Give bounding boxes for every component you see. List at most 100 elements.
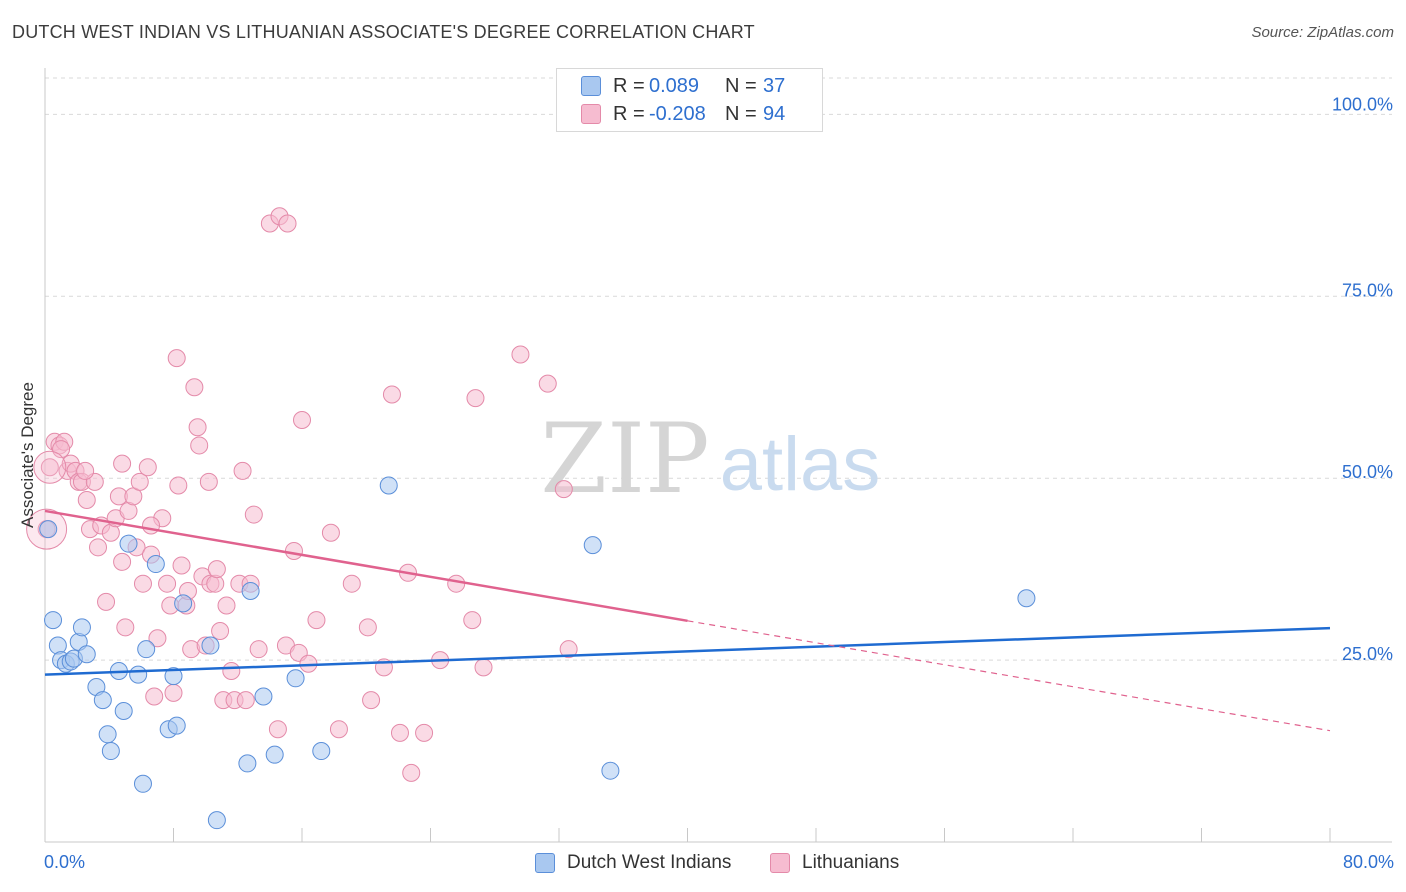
data-point (244, 505, 263, 524)
legend-item-lithuanians[interactable]: Lithuanians (770, 852, 899, 874)
grid-lines (45, 77, 1392, 661)
watermark: ZIP atlas (540, 403, 880, 515)
series-dutch-west-indians (39, 476, 1036, 830)
watermark-zip: ZIP (540, 403, 709, 515)
y-tick-label: 50.0% (1342, 462, 1393, 482)
data-point (211, 621, 230, 640)
chart-source: Source: ZipAtlas.com (1251, 24, 1394, 41)
data-point (130, 472, 149, 491)
data-point (233, 461, 252, 480)
data-point (113, 454, 132, 473)
data-point (133, 574, 152, 593)
n-value-blue: 37 (763, 74, 786, 97)
n-value-pink: 94 (763, 102, 786, 125)
y-tick-label: 75.0% (1342, 280, 1393, 300)
y-tick-labels: 25.0% 50.0% 75.0% 100.0% (1332, 94, 1393, 664)
data-point (101, 742, 120, 761)
trend-lines (44, 509, 1331, 732)
data-point (402, 763, 421, 782)
data-point (447, 574, 466, 593)
data-point (158, 574, 177, 593)
data-point (148, 629, 167, 648)
data-point (167, 349, 186, 368)
data-point (390, 723, 409, 742)
data-point (169, 476, 188, 495)
watermark-atlas: atlas (720, 422, 881, 507)
data-point (312, 742, 331, 761)
r-value-pink: -0.208 (649, 102, 706, 125)
data-point (188, 418, 207, 437)
data-point (33, 450, 67, 484)
legend-label-dutch-west-indians: Dutch West Indians (567, 852, 732, 873)
data-point (382, 385, 401, 404)
data-point (554, 480, 573, 499)
data-point (199, 472, 218, 491)
data-point (236, 691, 255, 710)
data-point (185, 378, 204, 397)
data-point (207, 811, 226, 830)
data-point (72, 618, 91, 637)
data-point (77, 645, 96, 664)
data-point (293, 410, 311, 429)
data-point (307, 611, 326, 630)
data-point (466, 389, 485, 408)
data-point (249, 640, 268, 659)
series-legend: Dutch West Indians Lithuanians (0, 852, 1406, 878)
data-point (286, 669, 305, 688)
data-point (39, 520, 58, 539)
data-point (415, 723, 434, 742)
data-point (238, 754, 257, 773)
data-point (93, 691, 112, 710)
data-point (164, 683, 183, 702)
blue-swatch (535, 853, 555, 873)
data-point (358, 618, 377, 637)
data-point (113, 552, 132, 571)
stats-legend: R = 0.089 N = 37 R = -0.208 N = 94 (556, 68, 823, 132)
data-point (77, 491, 96, 510)
pink-swatch (581, 104, 601, 124)
data-point (142, 516, 161, 535)
data-point (114, 702, 133, 721)
trend-line-lithuanians (44, 509, 688, 623)
data-point (133, 774, 152, 793)
stats-legend-row-pink: R = -0.208 N = 94 (581, 101, 785, 127)
data-point (241, 581, 260, 600)
legend-item-dutch-west-indians[interactable]: Dutch West Indians (535, 852, 731, 874)
data-point (190, 436, 209, 455)
data-point (174, 594, 193, 613)
data-point (284, 541, 303, 560)
data-point (329, 720, 348, 739)
data-point (207, 560, 226, 579)
pink-swatch (770, 853, 790, 873)
chart-title: DUTCH WEST INDIAN VS LITHUANIAN ASSOCIAT… (12, 22, 755, 42)
data-point (145, 687, 164, 706)
data-point (254, 687, 273, 706)
stats-legend-row-blue: R = 0.089 N = 37 (581, 73, 785, 99)
r-label: R = (613, 74, 645, 97)
data-point (89, 538, 108, 557)
r-value-blue: 0.089 (649, 74, 700, 97)
data-point (48, 636, 67, 655)
data-point (362, 691, 381, 710)
data-point (559, 640, 578, 659)
data-point (119, 534, 138, 553)
data-point (116, 618, 135, 637)
data-point (379, 476, 398, 495)
data-point (1017, 589, 1036, 608)
data-point (511, 345, 530, 364)
blue-swatch (581, 76, 601, 96)
data-point (278, 214, 297, 233)
y-tick-label: 100.0% (1332, 94, 1393, 114)
data-point (167, 716, 186, 735)
x-tick-label-max: 80.0% (1342, 852, 1394, 872)
data-point (463, 611, 482, 630)
y-axis-label: Associate's Degree (18, 382, 37, 528)
data-point (98, 725, 117, 744)
n-label: N = (725, 102, 757, 125)
data-point (129, 665, 148, 684)
trend-line-lithuanians-extrapolated (687, 620, 1331, 732)
data-point (97, 592, 116, 611)
data-point (321, 523, 340, 542)
data-point (538, 374, 557, 393)
